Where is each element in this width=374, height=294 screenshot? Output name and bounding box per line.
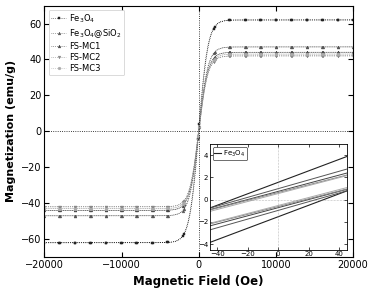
Fe$_3$O$_4$: [266, 18, 270, 22]
Fe$_3$O$_4$@SiO$_2$: [284, 45, 289, 49]
FS-MC3: [191, 173, 195, 177]
FS-MC3: [42, 207, 47, 211]
FS-MC3: [127, 207, 132, 211]
Fe$_3$O$_4$: [301, 18, 305, 22]
FS-MC1: [351, 51, 355, 54]
FS-MC3: [42, 207, 47, 211]
FS-MC2: [284, 54, 289, 58]
FS-MC2: [42, 205, 47, 208]
Y-axis label: Magnetization (emu/g): Magnetization (emu/g): [6, 60, 16, 202]
Fe$_3$O$_4$@SiO$_2$: [42, 214, 47, 218]
Line: Fe$_3$O$_4$@SiO$_2$: Fe$_3$O$_4$@SiO$_2$: [43, 46, 355, 217]
Fe$_3$O$_4$: [127, 241, 132, 245]
Fe$_3$O$_4$@SiO$_2$: [191, 178, 195, 181]
Line: FS-MC3: FS-MC3: [43, 53, 355, 210]
FS-MC1: [42, 209, 47, 212]
FS-MC2: [301, 54, 305, 58]
Line: FS-MC2: FS-MC2: [43, 54, 355, 208]
Legend: Fe$_3$O$_4$, Fe$_3$O$_4$@SiO$_2$, FS-MC1, FS-MC2, FS-MC3: Fe$_3$O$_4$, Fe$_3$O$_4$@SiO$_2$, FS-MC1…: [49, 10, 125, 75]
FS-MC2: [80, 205, 85, 208]
FS-MC2: [351, 54, 355, 58]
Line: FS-MC1: FS-MC1: [43, 51, 355, 212]
FS-MC1: [127, 209, 132, 212]
Fe$_3$O$_4$: [42, 241, 47, 245]
FS-MC1: [301, 51, 305, 54]
FS-MC3: [284, 52, 289, 56]
FS-MC2: [127, 205, 132, 208]
Fe$_3$O$_4$: [42, 241, 47, 245]
Fe$_3$O$_4$@SiO$_2$: [266, 45, 270, 49]
FS-MC2: [191, 172, 195, 176]
Fe$_3$O$_4$@SiO$_2$: [80, 214, 85, 218]
FS-MC3: [351, 52, 355, 56]
FS-MC2: [266, 54, 270, 58]
Fe$_3$O$_4$: [191, 193, 195, 197]
FS-MC1: [80, 209, 85, 212]
FS-MC1: [191, 174, 195, 178]
Fe$_3$O$_4$: [284, 18, 289, 22]
Fe$_3$O$_4$: [80, 241, 85, 245]
FS-MC2: [42, 205, 47, 208]
Fe$_3$O$_4$: [351, 18, 355, 22]
Fe$_3$O$_4$@SiO$_2$: [301, 45, 305, 49]
FS-MC1: [42, 209, 47, 212]
FS-MC3: [80, 207, 85, 211]
Fe$_3$O$_4$@SiO$_2$: [127, 214, 132, 218]
FS-MC1: [284, 51, 289, 54]
FS-MC3: [301, 52, 305, 56]
FS-MC1: [266, 51, 270, 54]
Fe$_3$O$_4$@SiO$_2$: [42, 214, 47, 218]
X-axis label: Magnetic Field (Oe): Magnetic Field (Oe): [134, 275, 264, 288]
Line: Fe$_3$O$_4$: Fe$_3$O$_4$: [43, 19, 355, 244]
Fe$_3$O$_4$@SiO$_2$: [351, 45, 355, 49]
FS-MC3: [266, 52, 270, 56]
